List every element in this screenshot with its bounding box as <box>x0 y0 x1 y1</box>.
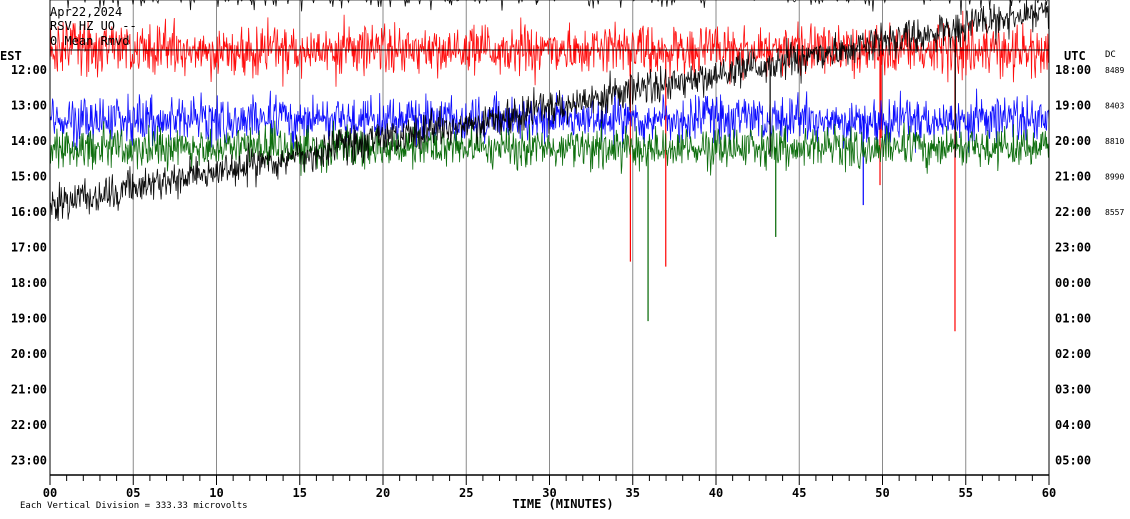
x-tick-label: 45 <box>792 486 806 500</box>
x-tick-label: 25 <box>459 486 473 500</box>
est-hour-label: 22:00 <box>11 418 47 432</box>
dc-value: 8557 <box>1105 208 1124 217</box>
utc-hour-label: 21:00 <box>1055 170 1091 184</box>
vertical-grid <box>132 0 967 475</box>
x-tick-label: 30 <box>542 486 556 500</box>
x-tick-label: 10 <box>209 486 223 500</box>
dc-value: 8489 <box>1105 66 1124 75</box>
utc-hour-label: 18:00 <box>1055 63 1091 77</box>
est-hour-label: 14:00 <box>11 134 47 148</box>
utc-hour-label: 00:00 <box>1055 276 1091 290</box>
utc-hour-label: 03:00 <box>1055 383 1091 397</box>
x-tick-label: 50 <box>875 486 889 500</box>
utc-hour-label: 01:00 <box>1055 312 1091 326</box>
x-tick-label: 55 <box>959 486 973 500</box>
est-hour-label: 12:00 <box>11 63 47 77</box>
left-axis-label: EST <box>0 49 22 63</box>
est-hour-label: 15:00 <box>11 170 47 184</box>
x-tick-label: 05 <box>126 486 140 500</box>
utc-hour-label: 22:00 <box>1055 205 1091 219</box>
x-tick-label: 35 <box>626 486 640 500</box>
utc-hour-label: 23:00 <box>1055 241 1091 255</box>
x-axis-title: TIME (MINUTES) <box>512 497 613 511</box>
est-hour-label: 20:00 <box>11 347 47 361</box>
est-hour-label: 18:00 <box>11 276 47 290</box>
est-hour-label: 21:00 <box>11 383 47 397</box>
utc-hour-label: 20:00 <box>1055 134 1091 148</box>
x-tick-label: 00 <box>43 486 57 500</box>
header-date: Apr22,2024 <box>50 5 122 19</box>
utc-hour-label: 02:00 <box>1055 347 1091 361</box>
utc-hour-label: 05:00 <box>1055 454 1091 468</box>
est-hour-label: 16:00 <box>11 205 47 219</box>
dc-value: 8810 <box>1105 137 1124 146</box>
utc-hour-label: 04:00 <box>1055 418 1091 432</box>
dc-value: 8990 <box>1105 173 1124 182</box>
est-hour-label: 17:00 <box>11 241 47 255</box>
dc-value: 8403 <box>1105 102 1124 111</box>
dc-label: DC <box>1105 50 1116 60</box>
x-tick-label: 40 <box>709 486 723 500</box>
est-hour-label: 23:00 <box>11 454 47 468</box>
seismic-trace <box>49 120 1050 176</box>
est-hour-label: 19:00 <box>11 312 47 326</box>
chart-axes: 00 05 10 15 20 25 30 35 40 45 50 55 60 12:00 13:00 14:0… <box>11 0 1124 500</box>
x-tick-label: 60 <box>1042 486 1056 500</box>
x-tick-label: 20 <box>376 486 390 500</box>
utc-hour-label: 19:00 <box>1055 99 1091 113</box>
header-mean-removed: 0 Mean Rmvd <box>50 34 129 48</box>
right-axis-label: UTC <box>1064 49 1086 63</box>
header-station: RSV HZ UO -- <box>50 19 137 33</box>
division-note: Each Vertical Division = 333.33 microvol… <box>20 501 248 511</box>
x-tick-label: 15 <box>293 486 307 500</box>
est-hour-label: 13:00 <box>11 99 47 113</box>
